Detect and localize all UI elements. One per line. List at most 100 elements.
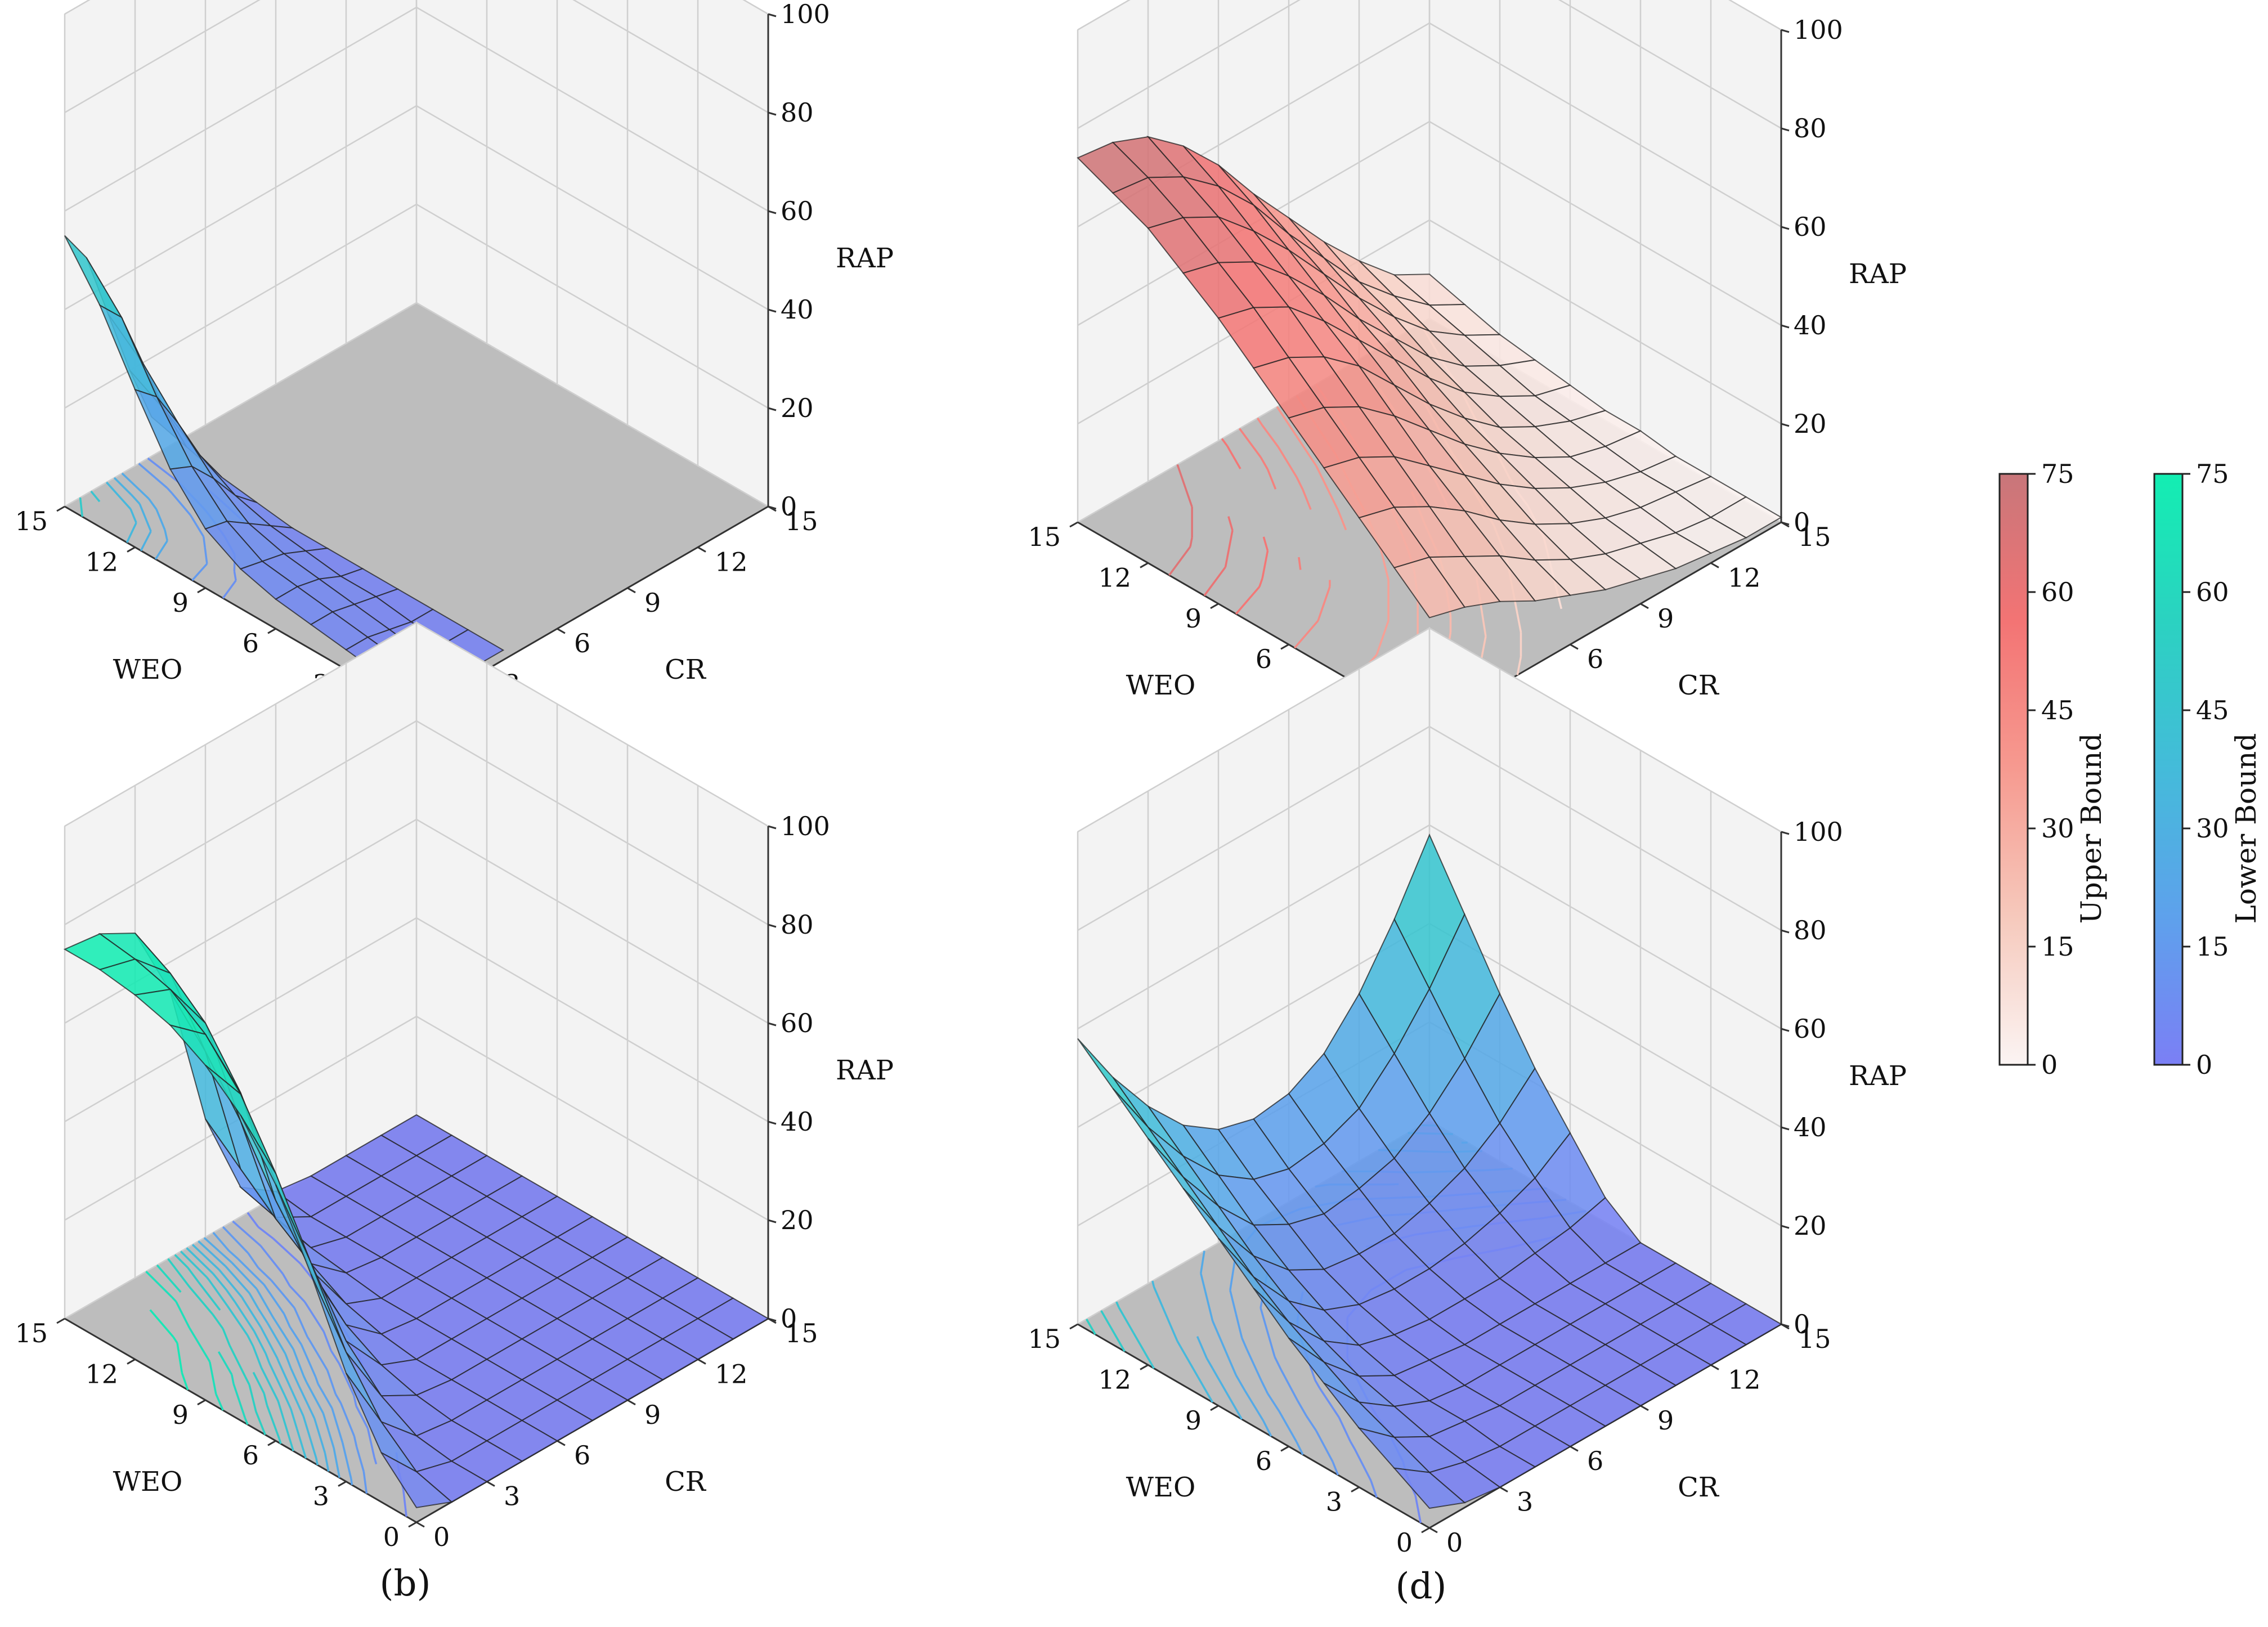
contour-segment (302, 1415, 307, 1424)
gridline (64, 1015, 769, 1221)
cr-tick-label: 6 (1587, 644, 1603, 674)
contour-segment (1298, 557, 1302, 570)
rap-tick-mark (768, 13, 777, 17)
contour-segment (1277, 446, 1298, 478)
floor-contours (79, 458, 247, 599)
colorbar-tick-label: 60 (2196, 577, 2229, 607)
rap-tick-label: 100 (781, 811, 830, 841)
contour-segment (1314, 1379, 1321, 1388)
contour-segment (205, 1276, 210, 1281)
contour-segment (402, 1489, 407, 1517)
contour-segment (303, 1301, 325, 1332)
contour-segment (1226, 530, 1234, 558)
contour-segment (302, 1375, 308, 1383)
contour-segment (1176, 464, 1190, 499)
weo-axis-label: WEO (113, 654, 183, 685)
colorbar-tick-label: 45 (2196, 695, 2229, 725)
rap-tick-mark (1781, 1323, 1790, 1328)
weo-tick-label: 6 (243, 628, 259, 658)
rap-tick-mark (768, 111, 777, 116)
contour-segment (248, 1384, 257, 1412)
contour-segment (231, 1262, 258, 1290)
contour-segment (1259, 456, 1269, 470)
contour-segment (1118, 1306, 1135, 1333)
rap-tick-label: 80 (781, 909, 814, 940)
contour-segment (281, 1273, 291, 1287)
weo-tick-mark (267, 1440, 276, 1446)
cr-tick-label: 6 (574, 628, 590, 658)
contour-segment (1516, 656, 1522, 675)
contour-segment (1214, 1325, 1230, 1360)
contour-segment (106, 481, 132, 510)
contour-segment (1305, 450, 1317, 467)
contour-segment (243, 1299, 262, 1328)
rap-tick-label: 80 (1794, 113, 1827, 144)
colorbar-tick-label: 0 (2196, 1050, 2212, 1080)
contour-segment (306, 1336, 311, 1341)
rap-tick-mark (768, 210, 777, 214)
cr-tick-label: 9 (1657, 1405, 1674, 1436)
contour-segment (209, 1361, 217, 1395)
weo-tick-label: 0 (383, 1522, 400, 1552)
weo-tick-mark (1280, 1445, 1289, 1452)
contour-segment (247, 1252, 259, 1269)
rap-axis-label: RAP (836, 243, 894, 274)
contour-segment (1262, 1420, 1272, 1437)
contour-segment (353, 1395, 357, 1406)
weo-tick-mark (1140, 562, 1149, 568)
contour-segment (129, 508, 137, 523)
contour-segment (171, 492, 191, 516)
contour-segment (308, 1339, 329, 1371)
contour-segment (113, 477, 132, 496)
contour-segment (260, 1367, 279, 1400)
weo-tick-mark (1210, 1405, 1219, 1411)
contour-segment (164, 530, 168, 541)
contour-segment (1319, 1387, 1340, 1418)
contour-segment (1274, 1356, 1282, 1370)
contour-segment (189, 1286, 214, 1315)
contour-segment (1211, 1320, 1216, 1327)
contour-segment (244, 1417, 249, 1425)
rap-tick-mark (1781, 521, 1790, 526)
rap-tick-label: 60 (781, 1008, 814, 1038)
contour-segment (1228, 1358, 1237, 1376)
contour-segment (1212, 1368, 1231, 1400)
contour-segment (217, 1351, 233, 1375)
contour-segment (228, 1250, 239, 1260)
contour-segment (315, 1458, 319, 1465)
contour-segment (131, 494, 141, 505)
contour-segment (278, 1438, 282, 1444)
surface (1077, 833, 1782, 1509)
rap-tick-mark (768, 825, 777, 830)
contour-segment (1168, 546, 1191, 576)
contour-segment (212, 1272, 227, 1291)
contour-segment (246, 1334, 254, 1347)
contour-segment (259, 1245, 284, 1275)
contour-segment (292, 1348, 304, 1376)
rap-tick-mark (768, 505, 777, 510)
cr-tick-mark (1640, 603, 1649, 609)
contour-segment (1227, 516, 1234, 531)
contour-segment (326, 1370, 337, 1395)
rap-tick-label: 100 (1794, 817, 1843, 847)
contour-segment (290, 1408, 298, 1429)
contour-segment (257, 1307, 269, 1324)
contour-segment (231, 1374, 235, 1384)
contour-segment (248, 1292, 259, 1309)
weo-axis-label: WEO (1126, 1472, 1196, 1503)
contour-segment (1266, 469, 1277, 490)
contour-segment (287, 1433, 294, 1451)
rap-tick-label: 0 (781, 491, 797, 522)
cr-tick-mark (1570, 643, 1579, 650)
weo-tick-label: 12 (1098, 1364, 1131, 1395)
contour-segment (1332, 1461, 1339, 1476)
contour-segment (293, 1307, 308, 1338)
weo-tick-mark (1140, 1364, 1149, 1370)
surface-cell (380, 1452, 453, 1508)
contour-segment (1261, 550, 1269, 579)
rap-tick-mark (1781, 29, 1790, 33)
contour-segment (340, 1437, 344, 1444)
contour-segment (253, 1330, 267, 1354)
colorbar-label: Upper Bound (2075, 733, 2108, 924)
